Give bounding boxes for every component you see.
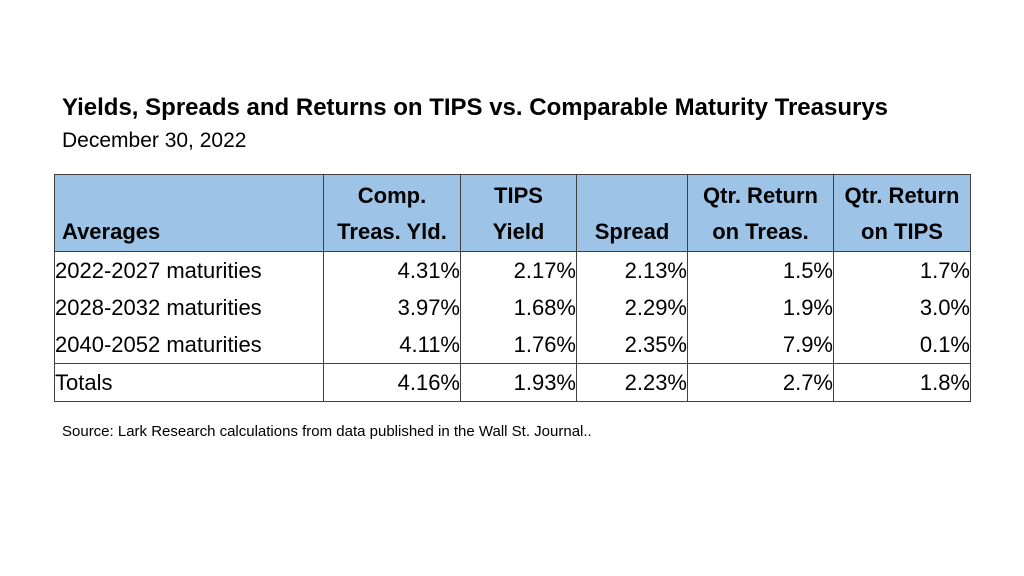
cell-comp-treas-yld: 3.97%: [323, 289, 461, 326]
cell-qtr-return-treas: 7.9%: [687, 326, 834, 364]
total-qtr-return-tips: 1.8%: [833, 363, 971, 402]
row-label: 2022-2027 maturities: [54, 251, 324, 289]
yields-table: Averages Comp. Treas. Yld. TIPS Yield Sp…: [54, 174, 971, 402]
total-tips-yield: 1.93%: [460, 363, 577, 402]
cell-tips-yield: 2.17%: [460, 251, 577, 289]
total-qtr-return-treas: 2.7%: [687, 363, 834, 402]
totals-row: Totals 4.16% 1.93% 2.23% 2.7% 1.8%: [54, 363, 971, 402]
cell-tips-yield: 1.68%: [460, 289, 577, 326]
table-row: 2028-2032 maturities 3.97% 1.68% 2.29% 1…: [54, 289, 971, 326]
cell-spread: 2.29%: [576, 289, 688, 326]
cell-qtr-return-tips: 3.0%: [833, 289, 971, 326]
header-spread: Spread: [576, 174, 688, 252]
chart-subtitle: December 30, 2022: [62, 129, 247, 152]
cell-qtr-return-treas: 1.9%: [687, 289, 834, 326]
header-averages: Averages: [54, 174, 324, 252]
cell-comp-treas-yld: 4.31%: [323, 251, 461, 289]
cell-qtr-return-tips: 1.7%: [833, 251, 971, 289]
totals-label: Totals: [54, 363, 324, 402]
cell-comp-treas-yld: 4.11%: [323, 326, 461, 364]
cell-tips-yield: 1.76%: [460, 326, 577, 364]
total-spread: 2.23%: [576, 363, 688, 402]
cell-qtr-return-treas: 1.5%: [687, 251, 834, 289]
table-row: 2022-2027 maturities 4.31% 2.17% 2.13% 1…: [54, 251, 971, 289]
cell-spread: 2.13%: [576, 251, 688, 289]
header-row: Averages Comp. Treas. Yld. TIPS Yield Sp…: [54, 174, 971, 252]
table-row: 2040-2052 maturities 4.11% 1.76% 2.35% 7…: [54, 326, 971, 364]
header-comp-treas-yld: Comp. Treas. Yld.: [323, 174, 461, 252]
header-qtr-return-treas: Qtr. Return on Treas.: [687, 174, 834, 252]
cell-spread: 2.35%: [576, 326, 688, 364]
header-qtr-return-tips: Qtr. Return on TIPS: [833, 174, 971, 252]
source-note: Source: Lark Research calculations from …: [62, 423, 592, 440]
cell-qtr-return-tips: 0.1%: [833, 326, 971, 364]
total-comp-treas-yld: 4.16%: [323, 363, 461, 402]
row-label: 2040-2052 maturities: [54, 326, 324, 364]
header-tips-yield: TIPS Yield: [460, 174, 577, 252]
row-label: 2028-2032 maturities: [54, 289, 324, 326]
chart-title: Yields, Spreads and Returns on TIPS vs. …: [62, 94, 889, 121]
